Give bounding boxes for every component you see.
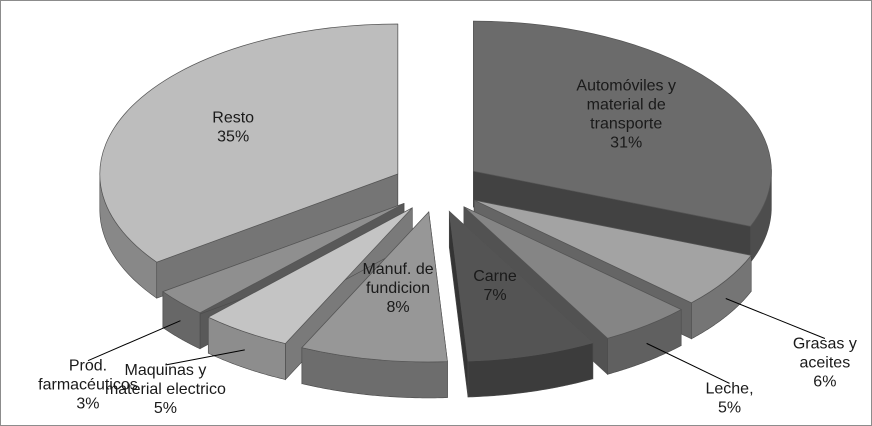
slice-name-label: Manuf. de bbox=[362, 261, 433, 278]
slice-prod-farmac-uticos[interactable] bbox=[162, 203, 405, 314]
slice-manuf-de-fundicion[interactable] bbox=[301, 211, 448, 363]
slice-resto[interactable] bbox=[99, 23, 399, 263]
slice-name-label: Grasas y bbox=[793, 336, 857, 353]
slice-name-label: Carne bbox=[473, 268, 517, 285]
slice-label: Automóviles y material de transporte 31% bbox=[576, 77, 676, 151]
slice-grasas-y-aceites[interactable] bbox=[474, 199, 752, 304]
slice-name-label: material electrico bbox=[105, 381, 226, 398]
leader-line bbox=[165, 349, 245, 366]
slice-autom-viles-y-material-de-transporte[interactable] bbox=[473, 20, 772, 227]
slice-name-label: Prod. bbox=[69, 358, 107, 375]
leader-lines bbox=[87, 298, 826, 384]
slice-label: Prod. farmacéuticos 3% bbox=[38, 358, 138, 413]
leader-line bbox=[87, 320, 181, 362]
slice-label: Resto 35% bbox=[212, 109, 254, 145]
slice-label: Carne 7% bbox=[473, 268, 517, 304]
slice-name-label: aceites bbox=[800, 355, 851, 372]
slice-leche[interactable] bbox=[463, 206, 682, 339]
slice-label: Grasas y aceites 6% bbox=[793, 336, 857, 391]
slice-value-label: 8% bbox=[386, 299, 409, 316]
slice-maquinas-y-material-electrico[interactable] bbox=[207, 207, 413, 344]
slice-value-label: 6% bbox=[813, 374, 836, 391]
slice-value-label: 5% bbox=[154, 400, 177, 417]
slice-name-label: transporte bbox=[590, 115, 662, 132]
slice-name-label: material de bbox=[587, 96, 666, 113]
slice-carne[interactable] bbox=[448, 210, 594, 362]
slice-name-label: Automóviles y bbox=[576, 77, 676, 94]
slice-value-label: 3% bbox=[76, 396, 99, 413]
slice-name-label: Leche, bbox=[705, 380, 753, 397]
slice-value-label: 31% bbox=[610, 134, 642, 151]
slice-value-label: 7% bbox=[483, 287, 506, 304]
slice-tops bbox=[99, 20, 772, 363]
slice-name-label: Maquinas y bbox=[125, 362, 207, 379]
slice-name-label: farmacéuticos bbox=[38, 377, 138, 394]
leader-line bbox=[725, 298, 826, 339]
slice-label: Leche, 5% bbox=[705, 380, 753, 416]
leader-line bbox=[646, 342, 730, 384]
slice-name-label: Resto bbox=[212, 109, 254, 126]
slice-label: Maquinas y material electrico 5% bbox=[105, 362, 226, 417]
slice-value-label: 5% bbox=[718, 399, 741, 416]
slice-label: Manuf. de fundicion 8% bbox=[362, 261, 433, 316]
slice-labels: Automóviles y material de transporte 31% Gra… bbox=[38, 77, 857, 417]
slice-value-label: 35% bbox=[217, 128, 249, 145]
slice-name-label: fundicion bbox=[366, 280, 430, 297]
